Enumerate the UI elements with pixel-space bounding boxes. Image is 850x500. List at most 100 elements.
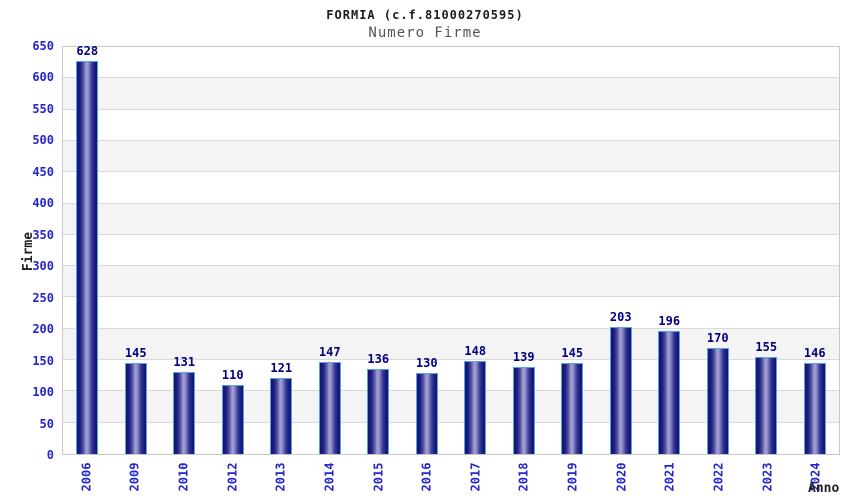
plot-band <box>63 266 839 298</box>
bar <box>76 60 99 454</box>
x-tick-label: 2021 <box>650 457 690 497</box>
gridline <box>63 265 839 267</box>
x-tick-label-text: 2012 <box>225 462 240 492</box>
x-tick-label-text: 2014 <box>322 462 337 492</box>
y-tick-label: 350 <box>32 227 54 242</box>
gridline <box>63 359 839 361</box>
y-tick-label: 600 <box>32 70 54 85</box>
plot-band <box>63 234 839 267</box>
y-tick-label: 150 <box>32 353 54 368</box>
x-tick-label: 2012 <box>212 457 252 497</box>
x-tick-label-text: 2023 <box>760 462 775 492</box>
gridline <box>63 233 839 235</box>
x-tick-label-text: 2022 <box>711 462 726 492</box>
bar <box>270 378 293 454</box>
gridline <box>63 139 839 141</box>
bar-value-label: 170 <box>706 330 729 345</box>
bar <box>755 356 778 454</box>
bar <box>658 331 681 454</box>
plot-band <box>63 203 839 235</box>
x-tick-label-text: 2015 <box>371 462 386 492</box>
y-axis-title-text: Firme <box>21 231 37 271</box>
bar-value-label: 130 <box>415 355 438 370</box>
x-tick-label-text: 2016 <box>419 462 434 492</box>
x-tick-label: 2022 <box>698 457 738 497</box>
bar-value-label: 147 <box>318 344 341 359</box>
plot-band <box>63 47 839 79</box>
bar <box>318 361 341 454</box>
plot-band <box>63 78 839 110</box>
bar <box>367 368 390 454</box>
bar-value-label: 110 <box>221 368 244 383</box>
y-tick-label: 500 <box>32 133 54 148</box>
gridline <box>63 108 839 110</box>
y-tick-label: 100 <box>32 385 54 400</box>
bar-value-label: 155 <box>755 339 778 354</box>
y-tick-label: 250 <box>32 290 54 305</box>
x-tick-label-text: 2013 <box>273 462 288 492</box>
bar-value-label: 196 <box>658 314 681 329</box>
y-tick-label: 50 <box>39 416 54 431</box>
y-axis-ticks: 0 50 100 150 200 250 300 350 400 450 500 550 600 650 <box>0 39 54 462</box>
gridline <box>63 390 839 392</box>
bar-value-label: 131 <box>173 354 196 369</box>
x-tick-label-text: 2010 <box>176 462 191 492</box>
bar-value-label: 136 <box>367 351 390 366</box>
bar <box>609 326 632 454</box>
bar <box>803 362 826 454</box>
gridline <box>63 327 839 329</box>
plot-band <box>63 297 839 329</box>
gridline <box>63 296 839 298</box>
x-axis-title: Anno <box>808 481 840 496</box>
x-tick-label: 2017 <box>455 457 495 497</box>
y-tick-label: 550 <box>32 101 54 116</box>
x-tick-label: 2016 <box>407 457 447 497</box>
gridline <box>63 202 839 204</box>
x-tick-label: 2006 <box>66 457 106 497</box>
bar-value-label: 628 <box>76 43 99 58</box>
x-tick-label-text: 2006 <box>79 462 94 492</box>
x-tick-label: 2010 <box>164 457 204 497</box>
bar <box>706 347 729 454</box>
x-tick-label: 2009 <box>115 457 155 497</box>
bar-value-label: 121 <box>270 361 293 376</box>
bar <box>561 363 584 454</box>
x-tick-label-text: 2017 <box>468 462 483 492</box>
x-tick-label: 2020 <box>601 457 641 497</box>
bar-value-label: 145 <box>124 346 147 361</box>
x-tick-label: 2023 <box>747 457 787 497</box>
bar <box>512 366 535 454</box>
bar <box>415 372 438 454</box>
y-tick-label: 300 <box>32 259 54 274</box>
x-tick-label-text: 2009 <box>127 462 142 492</box>
y-axis-title: Firme <box>8 221 50 281</box>
bar-value-label: 148 <box>464 344 487 359</box>
bar-value-label: 203 <box>609 309 632 324</box>
x-tick-label: 2013 <box>261 457 301 497</box>
y-tick-label: 650 <box>32 39 54 53</box>
x-tick-label-text: 2019 <box>565 462 580 492</box>
bar <box>221 385 244 454</box>
x-tick-label: 2018 <box>504 457 544 497</box>
x-tick-label-text: 2020 <box>614 462 629 492</box>
x-tick-label-text: 2021 <box>662 462 677 492</box>
x-tick-label-text: 2018 <box>516 462 531 492</box>
gridline <box>63 421 839 423</box>
bar <box>173 371 196 454</box>
y-tick-label: 450 <box>32 164 54 179</box>
bar-value-label: 139 <box>512 349 535 364</box>
plot-band <box>63 140 839 173</box>
x-tick-label: 2015 <box>358 457 398 497</box>
bar <box>124 363 147 454</box>
bar-value-label: 145 <box>561 346 584 361</box>
plot-band <box>63 109 839 141</box>
gridline <box>63 77 839 79</box>
chart-title: FORMIA (c.f.81000270595) <box>326 8 524 22</box>
plot-band <box>63 172 839 204</box>
y-tick-label: 200 <box>32 322 54 337</box>
x-tick-label: 2014 <box>309 457 349 497</box>
x-tick-label: 2019 <box>553 457 593 497</box>
bar-value-label: 146 <box>803 345 826 360</box>
gridline <box>63 171 839 173</box>
